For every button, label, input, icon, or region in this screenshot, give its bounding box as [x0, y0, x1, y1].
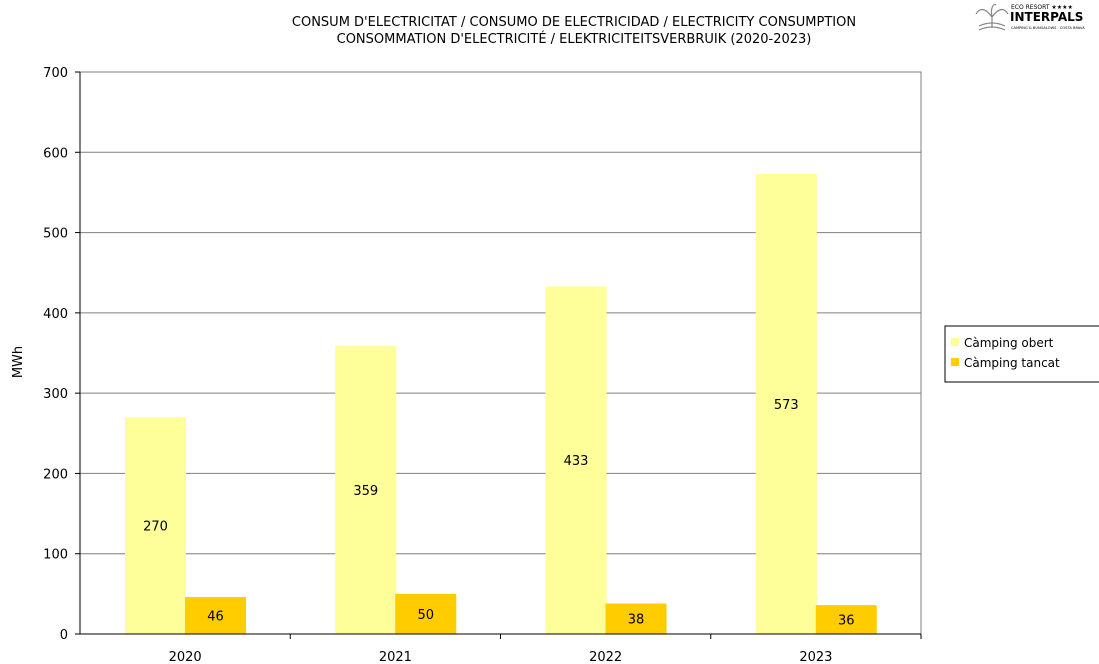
bar — [815, 605, 877, 634]
y-tick-label: 100 — [43, 548, 68, 563]
y-tick-labels: 0 100 200 300 400 500 600 700 — [43, 66, 68, 643]
bar — [395, 593, 457, 634]
y-axis-label: MWh — [11, 346, 26, 378]
x-tick-labels: 2020 2021 2022 2023 — [169, 650, 833, 664]
y-tick-label: 600 — [43, 146, 68, 161]
y-tick-label: 0 — [60, 628, 68, 643]
legend-entry: Càmping obert — [964, 336, 1054, 350]
legend: Càmping obert Càmping tancat — [944, 325, 1099, 383]
chart-title-line-1: CONSUM D'ELECTRICITAT / CONSUMO DE ELECT… — [292, 15, 856, 30]
bar — [125, 417, 186, 634]
bar-value-label: 36 — [838, 614, 855, 629]
bar-value-label: 359 — [353, 484, 378, 499]
bar-value-label: 270 — [143, 520, 168, 535]
bar — [545, 286, 607, 634]
bar-value-label: 433 — [564, 454, 589, 469]
legend-swatch — [951, 338, 959, 346]
x-tick-label: 2021 — [379, 650, 412, 664]
y-tick-label: 400 — [43, 307, 68, 322]
bar-labels: 270 46 359 50 433 38 573 36 — [143, 398, 854, 629]
axes — [75, 71, 922, 639]
interpals-logo: ECO RESORT ★★★★ INTERPALS CAMPING & BUNG… — [975, 3, 1085, 31]
bar-value-label: 50 — [417, 608, 434, 623]
legend-entry: Càmping tancat — [964, 356, 1060, 370]
bar — [605, 603, 667, 634]
palm-tree-icon — [975, 3, 1009, 31]
bar — [185, 597, 246, 634]
x-tick-label: 2020 — [169, 650, 202, 664]
logo-name: INTERPALS — [1010, 10, 1083, 24]
bar — [755, 173, 817, 634]
y-tick-label: 200 — [43, 467, 68, 482]
chart-title-line-2: CONSOMMATION D'ELECTRICITÉ / ELEKTRICITE… — [337, 31, 812, 47]
legend-box — [944, 325, 1099, 383]
chart-title: CONSUM D'ELECTRICITAT / CONSUMO DE ELECT… — [292, 15, 856, 47]
y-tick-label: 500 — [43, 227, 68, 242]
x-tick-label: 2023 — [799, 650, 832, 664]
y-tick-label: 700 — [43, 66, 68, 81]
legend-swatch — [951, 358, 959, 366]
bar-value-label: 38 — [628, 613, 645, 628]
bar — [335, 345, 397, 634]
x-tick-label: 2022 — [589, 650, 622, 664]
bars — [125, 173, 877, 634]
logo-tagline: ECO RESORT ★★★★ — [1011, 4, 1073, 11]
y-tick-label: 300 — [43, 387, 68, 402]
bar-value-label: 573 — [774, 398, 799, 413]
bar-value-label: 46 — [207, 610, 224, 625]
logo-subline: CAMPING & BUNGALOWS · COSTA BRAVA — [1011, 26, 1085, 30]
